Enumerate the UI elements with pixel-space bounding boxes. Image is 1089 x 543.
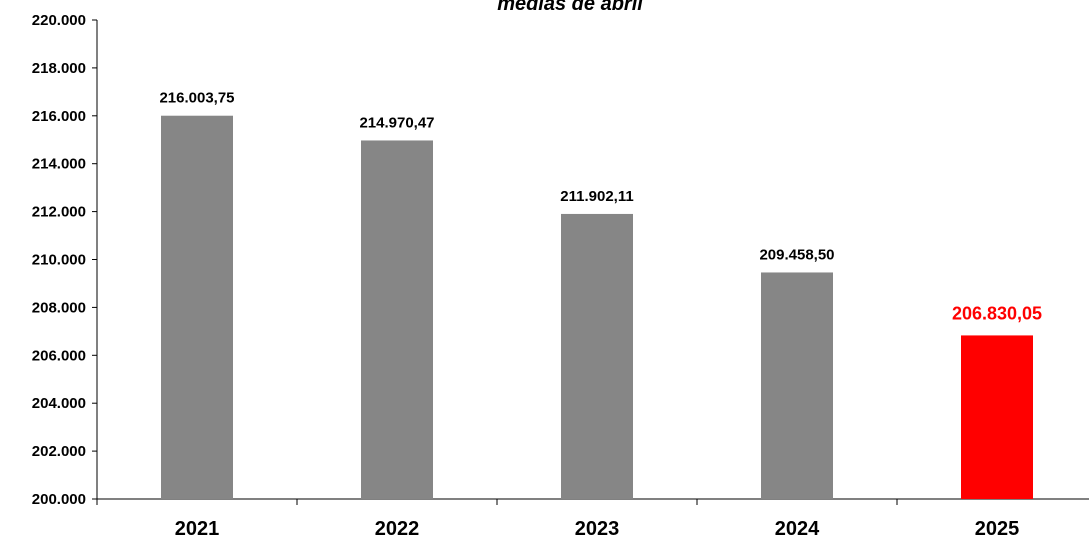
- y-tick-label: 204.000: [32, 395, 86, 412]
- y-tick-label: 208.000: [32, 299, 86, 316]
- x-tick-label: 2021: [175, 518, 220, 540]
- bar: [761, 272, 833, 499]
- data-label: 211.902,11: [560, 188, 633, 205]
- y-tick-label: 220.000: [32, 12, 86, 29]
- y-tick-label: 212.000: [32, 204, 86, 221]
- y-tick-label: 206.000: [32, 347, 86, 364]
- data-label: 216.003,75: [159, 90, 234, 107]
- y-tick-label: 202.000: [32, 443, 86, 460]
- x-tick-label: 2022: [375, 518, 420, 540]
- x-tick-label: 2024: [775, 518, 820, 540]
- bar: [961, 335, 1033, 499]
- plot-area: 200.000 202.000 204.000 206.000 208.000 210.0…: [32, 12, 1089, 540]
- data-label: 214.970,47: [359, 114, 434, 131]
- bar: [561, 213, 633, 499]
- y-tick-label: 216.000: [32, 108, 86, 125]
- chart-title: medias de abril: [497, 0, 643, 15]
- data-label: 209.458,50: [759, 246, 834, 263]
- data-label: 206.830,05: [952, 303, 1042, 323]
- x-tick-label: 2023: [575, 518, 620, 540]
- y-tick-label: 214.000: [32, 156, 86, 173]
- x-tick-label: 2025: [975, 518, 1020, 540]
- y-tick-label: 218.000: [32, 60, 86, 77]
- y-tick-label: 200.000: [32, 491, 86, 508]
- bar: [161, 115, 233, 499]
- bar: [361, 140, 433, 499]
- y-tick-label: 210.000: [32, 252, 86, 269]
